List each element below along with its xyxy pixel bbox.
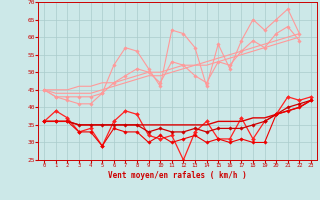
X-axis label: Vent moyen/en rafales ( km/h ): Vent moyen/en rafales ( km/h ) [108,171,247,180]
